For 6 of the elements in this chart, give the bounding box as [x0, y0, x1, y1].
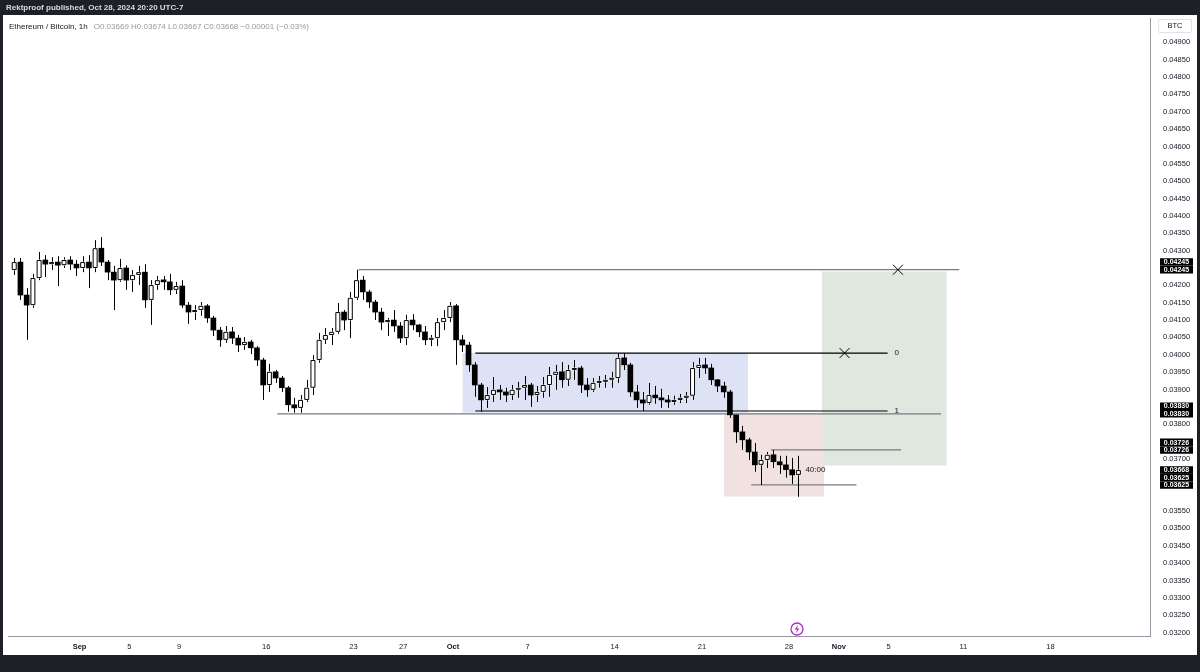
text: Rektproof published, Oct 28, 2024 20:20 UTC-7: [6, 3, 184, 13]
annotation: 0: [894, 348, 900, 358]
text: O0.03669 H0.03674 L0.03667 C0.03668 −0.00001 (−0.03%): [93, 22, 310, 32]
annotation: 1: [894, 406, 900, 416]
annotation: 40:00: [805, 465, 826, 475]
text: Ethereum / Bitcoin, 1h: [9, 22, 88, 32]
